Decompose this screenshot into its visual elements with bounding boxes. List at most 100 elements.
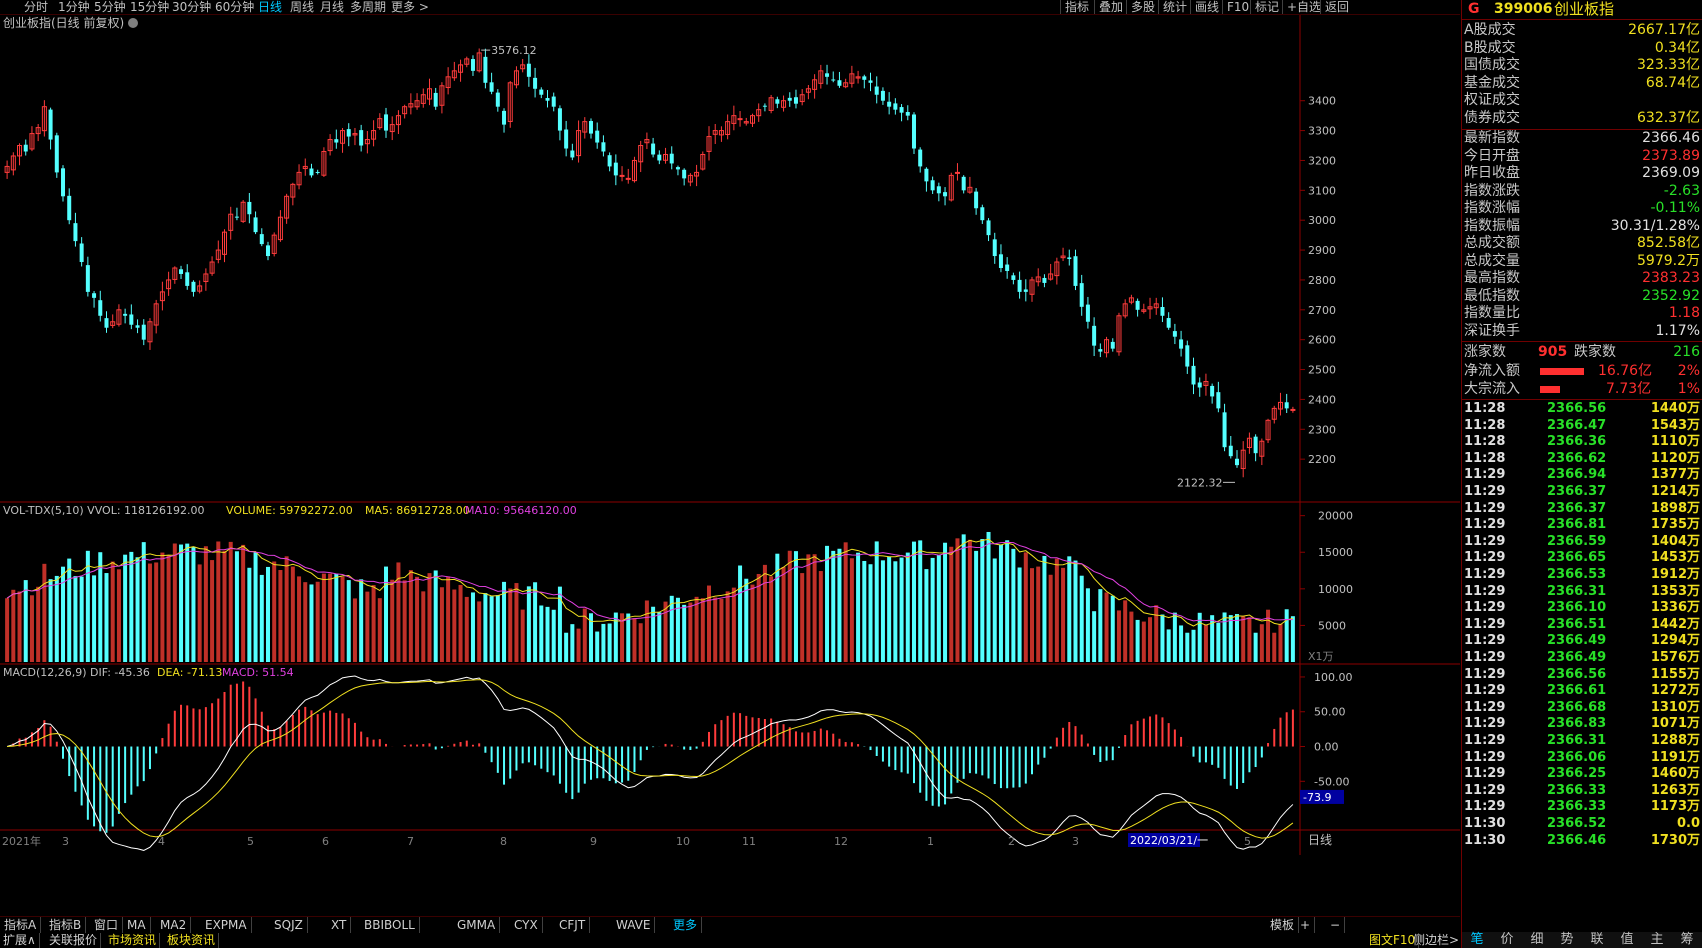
candle-body-26 bbox=[166, 279, 172, 290]
candle-body-151 bbox=[943, 192, 948, 197]
quote-tab-1[interactable]: 价 bbox=[1500, 932, 1514, 947]
indicator-control-2[interactable]: − bbox=[1326, 917, 1346, 933]
candle-body-179 bbox=[1116, 315, 1122, 353]
indicator-tab-11[interactable]: CFJT bbox=[555, 917, 591, 933]
bottom-link-2[interactable]: 市场资讯 bbox=[105, 933, 161, 948]
quote-tab-3[interactable]: 势 bbox=[1560, 932, 1574, 947]
vol-bar-112 bbox=[700, 598, 705, 662]
vol-bar-104 bbox=[651, 606, 656, 662]
period-tab-0[interactable]: 分时 bbox=[24, 0, 49, 14]
candle-body-74 bbox=[464, 58, 470, 65]
vol-bar-45 bbox=[284, 556, 289, 662]
period-tab-5[interactable]: 60分钟 bbox=[215, 0, 255, 14]
indicator-tab-1[interactable]: 指标B bbox=[45, 917, 87, 933]
price-tick-label-10: 3200 bbox=[1308, 154, 1336, 167]
vol-volume: VOLUME: 59792272.00 bbox=[226, 504, 353, 517]
stat-row: 昨日收盘 2369.09 bbox=[1464, 165, 1700, 182]
macd-dea-line bbox=[7, 679, 1294, 839]
vol-bar-186 bbox=[1160, 614, 1165, 662]
indicator-tab-10[interactable]: CYX bbox=[510, 917, 543, 933]
bottom-link-0[interactable]: 扩展∧ bbox=[0, 933, 40, 948]
x-label-12: 2 bbox=[1008, 835, 1015, 848]
tick-time: 11:29 bbox=[1464, 799, 1506, 815]
period-tab-1[interactable]: 1分钟 bbox=[58, 0, 90, 14]
stat-value: 2383.23 bbox=[1642, 270, 1700, 286]
candle-body-189 bbox=[1179, 339, 1184, 349]
period-tab-10[interactable]: 更多 > bbox=[391, 0, 429, 14]
indicator-control-0[interactable]: 模板 bbox=[1266, 917, 1300, 933]
indicator-tab-12[interactable]: WAVE bbox=[612, 917, 656, 933]
indicator-tab-2[interactable]: 窗口 bbox=[90, 917, 124, 933]
vol-bar-100 bbox=[626, 613, 631, 662]
vol-bar-162 bbox=[1011, 548, 1016, 662]
bottom-right-link-0[interactable]: 图文F10 bbox=[1366, 933, 1420, 948]
period-tab-3[interactable]: 15分钟 bbox=[130, 0, 170, 14]
candle-body-91 bbox=[570, 150, 575, 158]
period-tab-8[interactable]: 月线 bbox=[320, 0, 345, 14]
indicator-tab-7[interactable]: XT bbox=[327, 917, 352, 933]
tick-price: 2366.94 bbox=[1547, 467, 1607, 483]
bottom-link-3[interactable]: 板块资讯 bbox=[164, 933, 220, 948]
toolbar-button-0[interactable]: 指标 bbox=[1060, 0, 1093, 14]
period-tab-7[interactable]: 周线 bbox=[290, 0, 315, 14]
summary-row: B股成交 0.34亿 bbox=[1464, 40, 1700, 57]
tick-time: 11:29 bbox=[1464, 633, 1506, 649]
candle-body-78 bbox=[489, 82, 494, 92]
bottom-right-link-1[interactable]: 侧边栏> bbox=[1410, 933, 1464, 948]
indicator-control-1[interactable]: + bbox=[1296, 917, 1316, 933]
vol-bar-74 bbox=[464, 596, 469, 662]
toolbar-button-7[interactable]: +自选 bbox=[1282, 0, 1325, 14]
summary-label: A股成交 bbox=[1464, 22, 1516, 38]
vol-bar-37 bbox=[234, 551, 239, 662]
cursor-date-box bbox=[1128, 833, 1200, 847]
toolbar-button-3[interactable]: 统计 bbox=[1158, 0, 1191, 14]
quote-panel: G 399006 创业板指 A股成交 2667.17亿 B股成交 0.34亿 国债成交 323.… bbox=[1461, 0, 1702, 948]
vol-bar-16 bbox=[104, 573, 109, 662]
vol-bar-40 bbox=[253, 552, 258, 662]
vol-bar-41 bbox=[259, 574, 264, 662]
candle-body-62 bbox=[389, 124, 395, 133]
toolbar-button-5[interactable]: F10 bbox=[1222, 0, 1253, 14]
candle-body-77 bbox=[483, 56, 488, 83]
indicator-tab-4[interactable]: MA2 bbox=[156, 917, 192, 933]
toolbar-button-1[interactable]: 叠加 bbox=[1094, 0, 1127, 14]
quote-tab-2[interactable]: 细 bbox=[1530, 932, 1544, 947]
chart-area[interactable]: 创业板指(日线 前复权) 2200 2300 2400 2500 2600 2700 2800… bbox=[0, 15, 1460, 915]
quote-tab-7[interactable]: 筹 bbox=[1680, 932, 1694, 947]
candle-body-154 bbox=[961, 176, 966, 191]
indicator-tab-5[interactable]: EXPMA bbox=[201, 917, 252, 933]
stat-label: 最新指数 bbox=[1464, 130, 1520, 146]
candle-body-35 bbox=[222, 231, 228, 255]
period-tab-4[interactable]: 30分钟 bbox=[172, 0, 212, 14]
toolbar-button-2[interactable]: 多股 bbox=[1126, 0, 1159, 14]
indicator-tab-8[interactable]: BBIBOLL bbox=[360, 917, 420, 933]
period-tab-6[interactable]: 日线 bbox=[258, 0, 283, 14]
vol-bar-42 bbox=[265, 566, 270, 662]
bottom-link-1[interactable]: 关联报价 bbox=[46, 933, 102, 948]
period-tab-2[interactable]: 5分钟 bbox=[94, 0, 126, 14]
candle-body-30 bbox=[191, 281, 196, 292]
indicator-tab-6[interactable]: SQJZ bbox=[270, 917, 308, 933]
quote-tab-5[interactable]: 值 bbox=[1620, 932, 1634, 947]
quote-tab-6[interactable]: 主 bbox=[1650, 932, 1664, 947]
tick-volume: 1173万 bbox=[1650, 799, 1700, 815]
toolbar-button-4[interactable]: 画线 bbox=[1190, 0, 1223, 14]
indicator-tab-13[interactable]: 更多 bbox=[669, 917, 703, 933]
vol-bar-143 bbox=[893, 561, 898, 662]
candle-body-113 bbox=[706, 136, 712, 152]
vol-bar-103 bbox=[644, 600, 649, 662]
tick-price: 2366.56 bbox=[1547, 401, 1607, 416]
indicator-tab-9[interactable]: GMMA bbox=[453, 917, 501, 933]
tick-time: 11:29 bbox=[1464, 749, 1506, 765]
quote-tab-4[interactable]: 联 bbox=[1590, 932, 1604, 947]
indicator-tab-3[interactable]: MA bbox=[123, 917, 151, 933]
toolbar-button-6[interactable]: 标记 bbox=[1250, 0, 1283, 14]
toolbar-button-8[interactable]: 返回 bbox=[1320, 0, 1353, 14]
indicator-tab-0[interactable]: 指标A bbox=[0, 917, 42, 933]
period-tab-9[interactable]: 多周期 bbox=[350, 0, 387, 14]
candle-body-123 bbox=[768, 97, 774, 111]
vol-bar-121 bbox=[756, 573, 761, 662]
tick-volume: 1353万 bbox=[1650, 583, 1700, 599]
quote-tab-0[interactable]: 笔 bbox=[1470, 932, 1484, 947]
candle-body-67 bbox=[420, 94, 426, 104]
